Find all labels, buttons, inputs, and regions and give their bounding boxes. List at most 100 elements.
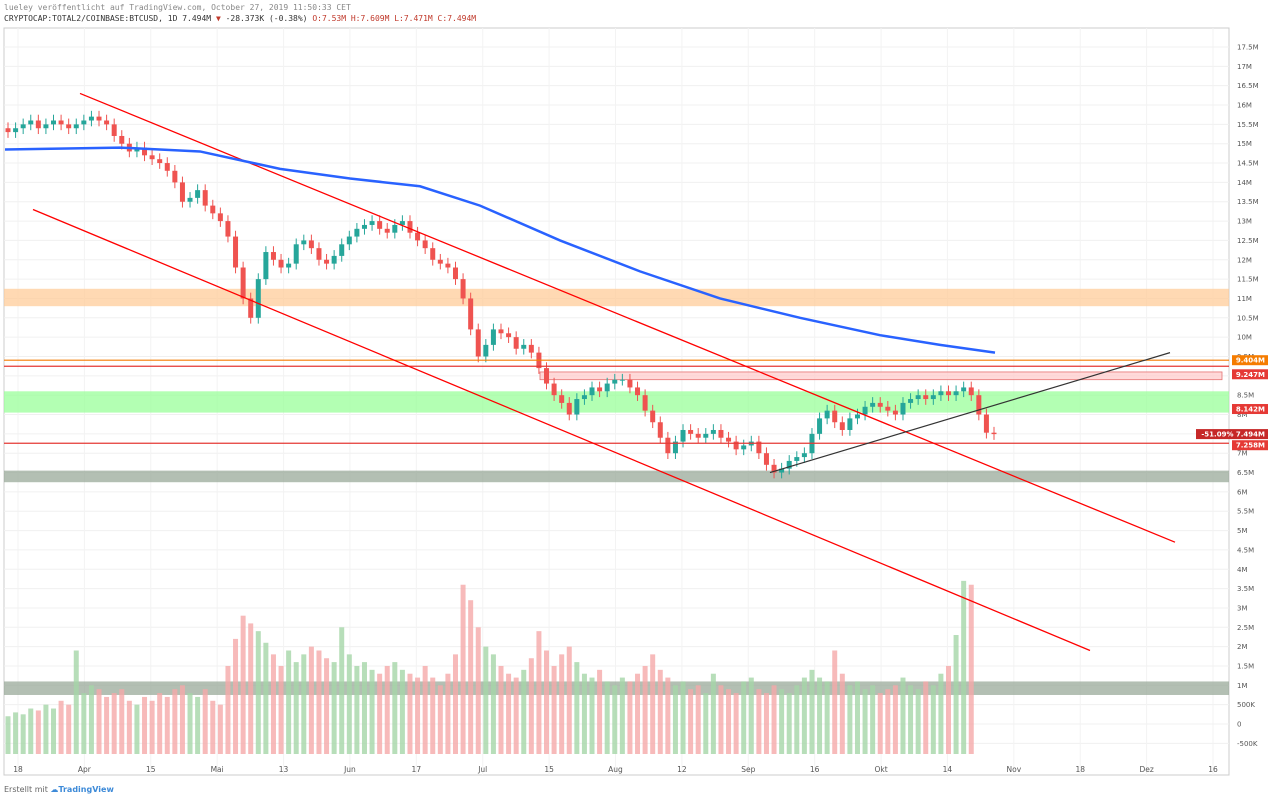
- price-badge-label: 9.247M: [1236, 371, 1265, 379]
- volume-bar: [392, 662, 398, 754]
- candle-body: [475, 329, 481, 357]
- candle-body: [354, 228, 360, 237]
- volume-bar: [179, 685, 185, 754]
- volume-bar: [961, 580, 967, 754]
- volume-bar: [331, 662, 337, 754]
- candle-body: [885, 406, 891, 411]
- y-tick-label: 1.5M: [1237, 662, 1254, 670]
- y-tick-label: 6M: [1237, 488, 1248, 496]
- candle-body: [430, 248, 436, 260]
- volume-bar: [862, 689, 868, 754]
- candle-body: [513, 337, 519, 349]
- volume-bar: [498, 665, 504, 754]
- candle-body: [680, 429, 686, 442]
- y-tick-label: 2M: [1237, 643, 1248, 651]
- volume-bar: [923, 681, 929, 754]
- volume-bar: [286, 650, 292, 754]
- candle-body: [195, 190, 201, 198]
- candle-body: [399, 221, 405, 225]
- candle-body: [172, 170, 178, 183]
- x-tick-label: 16: [1208, 765, 1218, 774]
- candle-body: [733, 441, 739, 450]
- volume-bar: [900, 677, 906, 754]
- volume-bar: [369, 669, 375, 754]
- volume-bar: [225, 665, 231, 754]
- volume-bar: [217, 704, 223, 754]
- price-badge-label: -51.09% 7.494M: [1201, 431, 1265, 439]
- volume-bar: [399, 669, 405, 754]
- candle-body: [528, 344, 534, 353]
- candle-body: [983, 414, 989, 433]
- volume-bar: [801, 677, 807, 754]
- volume-bar: [771, 685, 777, 754]
- x-tick-label: Jul: [477, 765, 487, 774]
- volume-bar: [870, 685, 876, 754]
- volume-bar: [809, 669, 815, 754]
- change-down-arrow-icon: ▼: [215, 14, 221, 23]
- volume-bar: [104, 696, 110, 754]
- brand-name: TradingView: [58, 785, 114, 794]
- candle-body: [483, 344, 489, 357]
- y-axis: 17.5M 17M 16.5M 16M 15.5M 15M 14.5M 14M 13.5M 13M…: [1237, 44, 1259, 748]
- volume-bar: [703, 693, 709, 754]
- volume-bar: [210, 700, 216, 754]
- volume-bar: [824, 681, 830, 754]
- y-tick-label: 11.5M: [1237, 276, 1259, 284]
- x-tick-label: 13: [279, 765, 289, 774]
- volume-bar: [612, 685, 618, 754]
- candle-body: [270, 252, 276, 260]
- volume-bar: [968, 584, 974, 754]
- candle-body: [498, 329, 504, 334]
- volume-bar: [20, 714, 26, 754]
- volume-bar: [817, 677, 823, 754]
- volume-bar: [839, 673, 845, 754]
- candle-body: [111, 124, 117, 136]
- volume-bar: [51, 708, 57, 754]
- candle-body: [604, 383, 610, 392]
- y-tick-label: 13.5M: [1237, 198, 1259, 206]
- candle-body: [961, 387, 967, 392]
- volume-bar: [164, 696, 170, 754]
- candle-body: [900, 402, 906, 415]
- y-tick-label: 5.5M: [1237, 508, 1254, 516]
- candle-body: [718, 429, 724, 438]
- y-tick-label: 17.5M: [1237, 44, 1259, 52]
- tradingview-logo-icon[interactable]: ☁TradingView: [50, 785, 114, 794]
- volume-bar: [619, 677, 625, 754]
- candle-body: [422, 240, 428, 249]
- candle-body: [210, 205, 216, 214]
- candle-body: [66, 124, 72, 129]
- candle-body: [13, 128, 19, 133]
- volume-bar: [885, 689, 891, 754]
- candle-body: [953, 391, 959, 396]
- candle-body: [915, 395, 921, 400]
- volume-bar: [119, 689, 125, 754]
- volume-bar: [680, 681, 686, 754]
- symbol-name: CRYPTOCAP:TOTAL2/COINBASE:BTCUSD, 1D: [4, 14, 178, 23]
- candle-body: [597, 387, 603, 392]
- candle-body: [976, 395, 982, 415]
- volume-bar: [316, 650, 322, 754]
- candle-body: [339, 244, 345, 256]
- price-badges: 9.404M 9.247M 8.142M -51.09% 7.494M 7.258M: [1196, 355, 1268, 451]
- channel-line: [79, 92, 1176, 543]
- ohlc-values: O:7.53M H:7.609M L:7.471M C:7.494M: [312, 14, 477, 23]
- volume-bar: [710, 673, 716, 754]
- candle-body: [233, 236, 239, 268]
- volume-bar: [915, 689, 921, 754]
- volume-bar: [597, 669, 603, 754]
- y-tick-label: 4M: [1237, 566, 1248, 574]
- x-tick-label: 18: [1075, 765, 1085, 774]
- candle-body: [361, 224, 367, 229]
- candle-body: [832, 410, 838, 423]
- volume-bar: [66, 704, 72, 754]
- volume-bar: [877, 693, 883, 754]
- volume-bar: [149, 700, 155, 754]
- volume-bar: [346, 654, 352, 754]
- candle-body: [627, 379, 633, 388]
- y-tick-label: 500K: [1237, 701, 1255, 709]
- candle-body: [452, 267, 458, 280]
- volume-bar: [892, 685, 898, 754]
- candle-body: [945, 391, 951, 396]
